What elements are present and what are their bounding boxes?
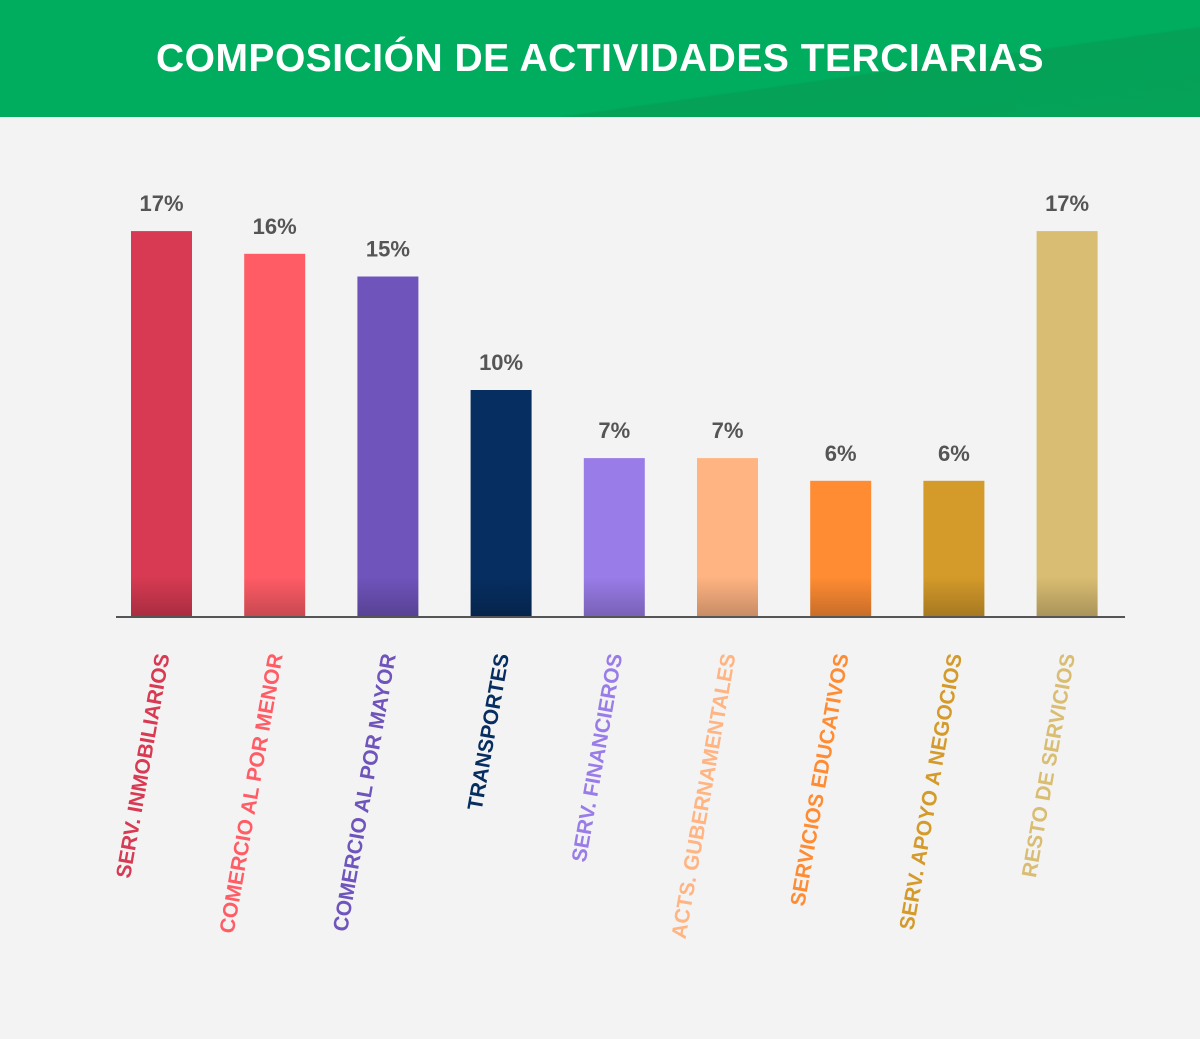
bar-4 xyxy=(470,390,532,617)
category-label-3: COMERCIO AL POR MAYOR xyxy=(329,652,401,933)
bar-chart: 17% 16% 15% 10% 7% 7% 6% 6% 17% SERV. INMOBILIAR… xyxy=(112,191,1125,941)
bar-5 xyxy=(583,458,645,617)
chart-header: COMPOSICIÓN DE ACTIVIDADES TERCIARIAS xyxy=(0,0,1200,117)
category-label-5: SERV. FINANCIEROS xyxy=(568,652,627,864)
bar-9 xyxy=(1036,231,1098,617)
category-label-7: SERVICIOS EDUCATIVOS xyxy=(787,652,854,908)
bars-group xyxy=(131,231,1098,618)
value-label-6: 7% xyxy=(712,418,744,443)
value-label-4: 10% xyxy=(479,350,523,375)
category-label-6: ACTS. GUBERNAMENTALES xyxy=(668,652,741,941)
value-label-5: 7% xyxy=(598,418,630,443)
chart-title: COMPOSICIÓN DE ACTIVIDADES TERCIARIAS xyxy=(155,36,1045,80)
value-label-8: 6% xyxy=(938,441,970,466)
category-label-2: COMERCIO AL POR MENOR xyxy=(216,652,288,935)
category-label-4: TRANSPORTES xyxy=(464,652,514,812)
bar-6 xyxy=(697,458,758,617)
value-label-7: 6% xyxy=(825,441,857,466)
bar-1 xyxy=(131,231,192,617)
category-label-9: RESTO DE SERVICIOS xyxy=(1018,652,1080,879)
value-label-3: 15% xyxy=(366,237,410,262)
value-label-9: 17% xyxy=(1045,191,1089,216)
category-labels-group: SERV. INMOBILIARIOS COMERCIO AL POR MENOR… xyxy=(112,652,1080,941)
bar-3 xyxy=(357,276,419,617)
value-label-1: 17% xyxy=(139,191,183,216)
value-labels-group: 17% 16% 15% 10% 7% 7% 6% 6% 17% xyxy=(139,191,1089,466)
value-label-2: 16% xyxy=(253,214,297,239)
bar-7 xyxy=(810,480,872,617)
bar-8 xyxy=(923,480,985,617)
category-label-1: SERV. INMOBILIARIOS xyxy=(112,652,174,880)
bar-2 xyxy=(244,253,306,618)
category-label-8: SERV. APOYO A NEGOCIOS xyxy=(896,652,967,932)
